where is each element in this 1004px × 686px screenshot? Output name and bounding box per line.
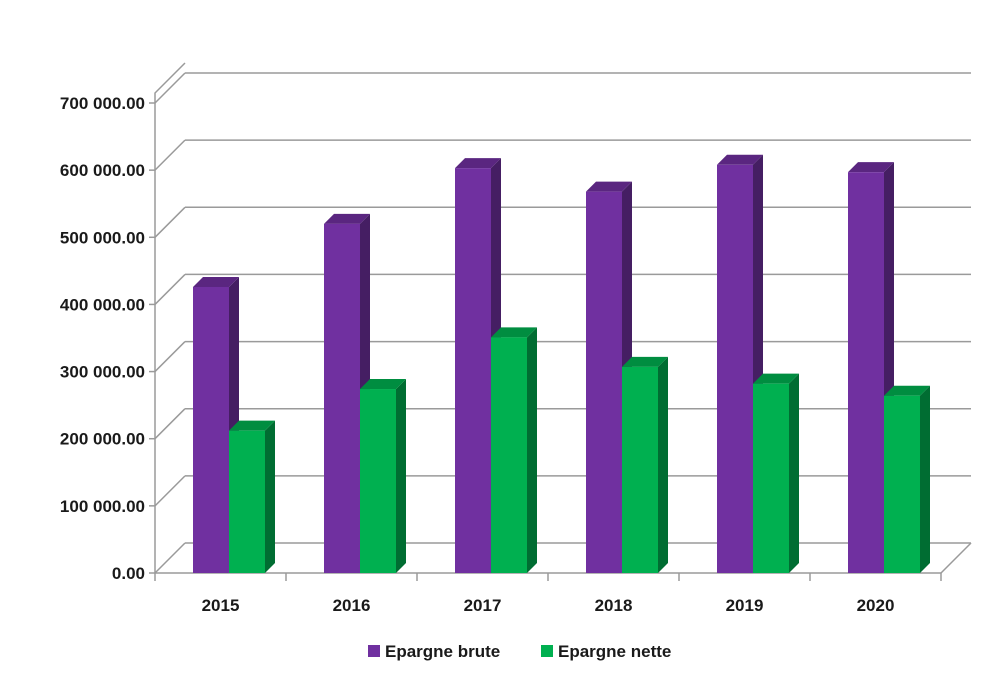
- gridline-depth: [154, 72, 186, 104]
- gridline-depth: [154, 206, 186, 238]
- x-tick-label: 2020: [857, 596, 895, 615]
- bar-epargne-nette-2020: [884, 385, 930, 573]
- bar-epargne-brute-2015: [193, 276, 239, 573]
- bar-epargne-brute-2016: [324, 213, 370, 573]
- x-tick-label: 2015: [202, 596, 240, 615]
- x-tick-label: 2016: [333, 596, 371, 615]
- y-tick-label: 700 000.00: [60, 94, 145, 113]
- gridline-depth: [154, 139, 186, 171]
- x-tick-label: 2017: [464, 596, 502, 615]
- bar-epargne-nette-2019: [753, 373, 799, 573]
- bar-epargne-nette-2017: [491, 327, 537, 573]
- bar-epargne-brute-2019: [717, 154, 763, 573]
- chart-frame: 0.00 100 000.00 200 000.00 300 000.00 400 00…: [8, 8, 996, 678]
- gridline-depth: [154, 542, 186, 574]
- x-axis-tick-labels: 2015 2016 2017 2018 2019 2020: [202, 596, 895, 615]
- y-tick-label: 400 000.00: [60, 295, 145, 314]
- legend-label: Epargne brute: [385, 642, 500, 661]
- x-tick-label: 2019: [726, 596, 764, 615]
- y-tick-label: 500 000.00: [60, 228, 145, 247]
- side-wall-edge: [154, 62, 186, 573]
- y-tick-label: 600 000.00: [60, 161, 145, 180]
- legend-item-epargne-brute: Epargne brute: [368, 642, 500, 661]
- bar-epargne-nette-2015: [229, 420, 275, 573]
- bar-epargne-nette-2016: [360, 379, 406, 573]
- y-axis-tick-labels: 0.00 100 000.00 200 000.00 300 000.00 400 00…: [60, 94, 145, 583]
- y-tick-label: 200 000.00: [60, 430, 145, 449]
- bar-epargne-nette-2018: [622, 356, 668, 573]
- x-tick-label: 2018: [595, 596, 633, 615]
- legend-item-epargne-nette: Epargne nette: [541, 642, 671, 661]
- legend-label: Epargne nette: [558, 642, 671, 661]
- gridline-depth: [154, 475, 186, 507]
- gridline-depth: [154, 341, 186, 373]
- y-tick-label: 300 000.00: [60, 363, 145, 382]
- bar-epargne-brute-2020: [848, 162, 894, 573]
- y-tick-label: 0.00: [112, 564, 145, 583]
- legend-swatch: [541, 645, 553, 657]
- y-tick-label: 100 000.00: [60, 497, 145, 516]
- floor-right-edge: [940, 542, 972, 574]
- bars: [193, 154, 930, 573]
- gridline-depth: [154, 273, 186, 305]
- gridline-depth: [154, 408, 186, 440]
- legend: Epargne brute Epargne nette: [368, 642, 671, 661]
- bar-chart: 0.00 100 000.00 200 000.00 300 000.00 400 00…: [60, 62, 972, 661]
- legend-swatch: [368, 645, 380, 657]
- gridlines: [149, 72, 971, 581]
